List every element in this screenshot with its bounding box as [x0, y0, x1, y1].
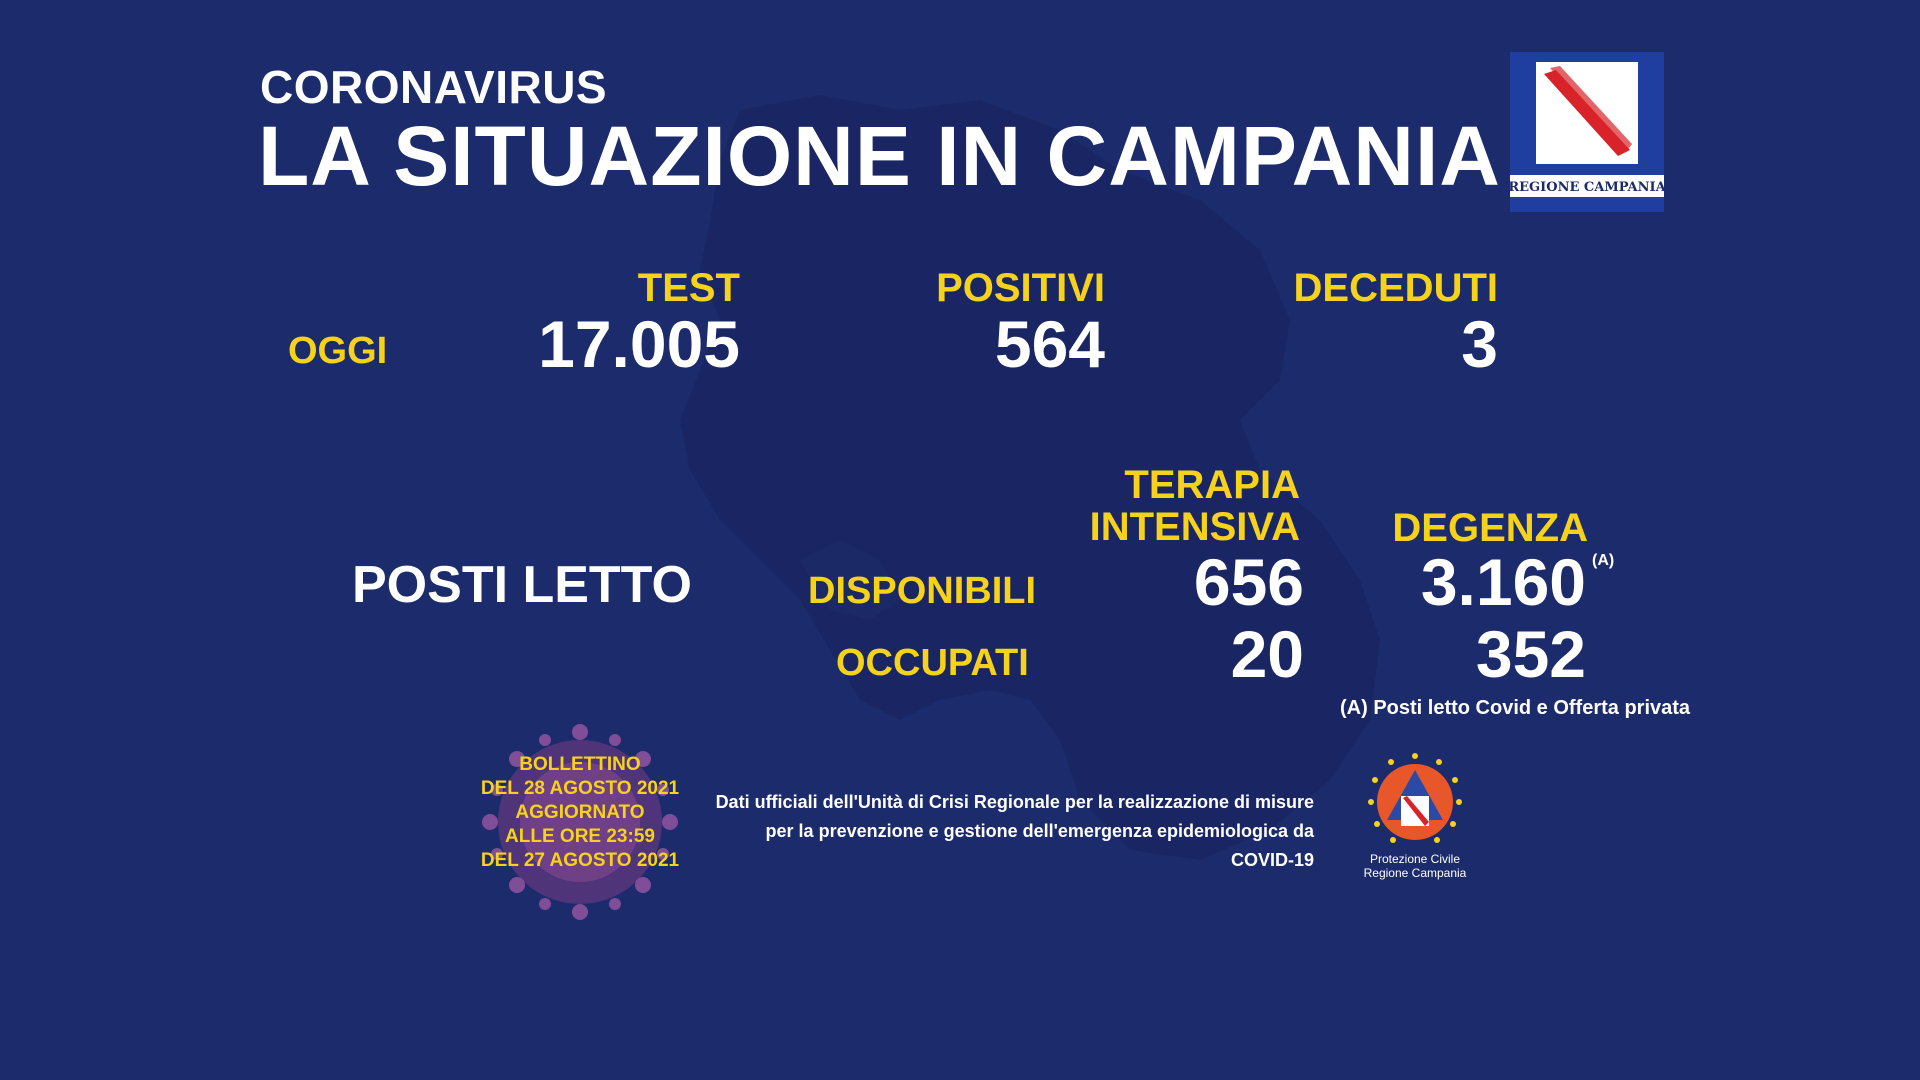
- test-label: TEST: [637, 266, 740, 310]
- terapia-disponibili-value: 656: [1193, 545, 1304, 619]
- virus-icon: [482, 724, 678, 920]
- bulletin-line4: ALLE ORE 23:59: [505, 826, 655, 847]
- official-line2: per la prevenzione e gestione dell'emerg…: [765, 821, 1314, 870]
- occupati-label: OCCUPATI: [836, 642, 1029, 684]
- test-value: 17.005: [538, 307, 740, 381]
- protezione-civile-emblem-icon: [1368, 753, 1462, 843]
- protezione-civile-label: Protezione Civile Regione Campania: [1340, 852, 1490, 880]
- terapia-header-line2: INTENSIVA: [1089, 505, 1300, 549]
- pc-label-line1: Protezione Civile: [1369, 852, 1461, 866]
- oggi-label: OGGI: [288, 330, 388, 372]
- terapia-occupati-value: 20: [1230, 617, 1304, 691]
- virus-graphic: [465, 722, 695, 922]
- disponibili-label: DISPONIBILI: [808, 570, 1037, 612]
- beds-footnote: (A) Posti letto Covid e Offerta privata: [1340, 697, 1691, 719]
- terapia-intensiva-header: TERAPIA INTENSIVA: [1080, 464, 1300, 548]
- page-title: LA SITUAZIONE IN CAMPANIA: [258, 109, 1501, 203]
- official-data-note: Dati ufficiali dell'Unità di Crisi Regio…: [700, 788, 1314, 875]
- protezione-civile-logo: [1355, 750, 1475, 880]
- bulletin-line2: DEL 28 AGOSTO 2021: [480, 778, 680, 799]
- bulletin-line1: BOLLETTINO: [519, 754, 641, 775]
- degenza-occupati-value: 352: [1475, 617, 1586, 691]
- bulletin-line3: AGGIORNATO: [515, 802, 645, 823]
- bulletin-info: BOLLETTINO DEL 28 AGOSTO 2021 AGGIORNATO…: [460, 753, 700, 873]
- pc-label-line2: Regione Campania: [1363, 866, 1467, 880]
- degenza-header: DEGENZA: [1392, 506, 1588, 550]
- terapia-header-line1: TERAPIA: [1124, 463, 1300, 507]
- deceduti-label: DECEDUTI: [1293, 266, 1498, 310]
- positivi-label: POSITIVI: [936, 266, 1105, 310]
- official-line1: Dati ufficiali dell'Unità di Crisi Regio…: [715, 792, 1314, 812]
- deceduti-value: 3: [1461, 307, 1498, 381]
- footnote-marker: (A): [1592, 552, 1615, 569]
- coat-of-arms-icon: REGIONE CAMPANIA: [1508, 52, 1667, 212]
- logo-text: REGIONE CAMPANIA: [1510, 180, 1664, 195]
- positivi-value: 564: [994, 307, 1105, 381]
- bulletin-line5: DEL 27 AGOSTO 2021: [480, 850, 680, 871]
- posti-letto-label: POSTI LETTO: [352, 556, 692, 614]
- subtitle: CORONAVIRUS: [260, 61, 608, 113]
- degenza-disponibili-value: 3.160: [1420, 545, 1586, 619]
- regione-campania-logo: REGIONE CAMPANIA: [1508, 52, 1667, 212]
